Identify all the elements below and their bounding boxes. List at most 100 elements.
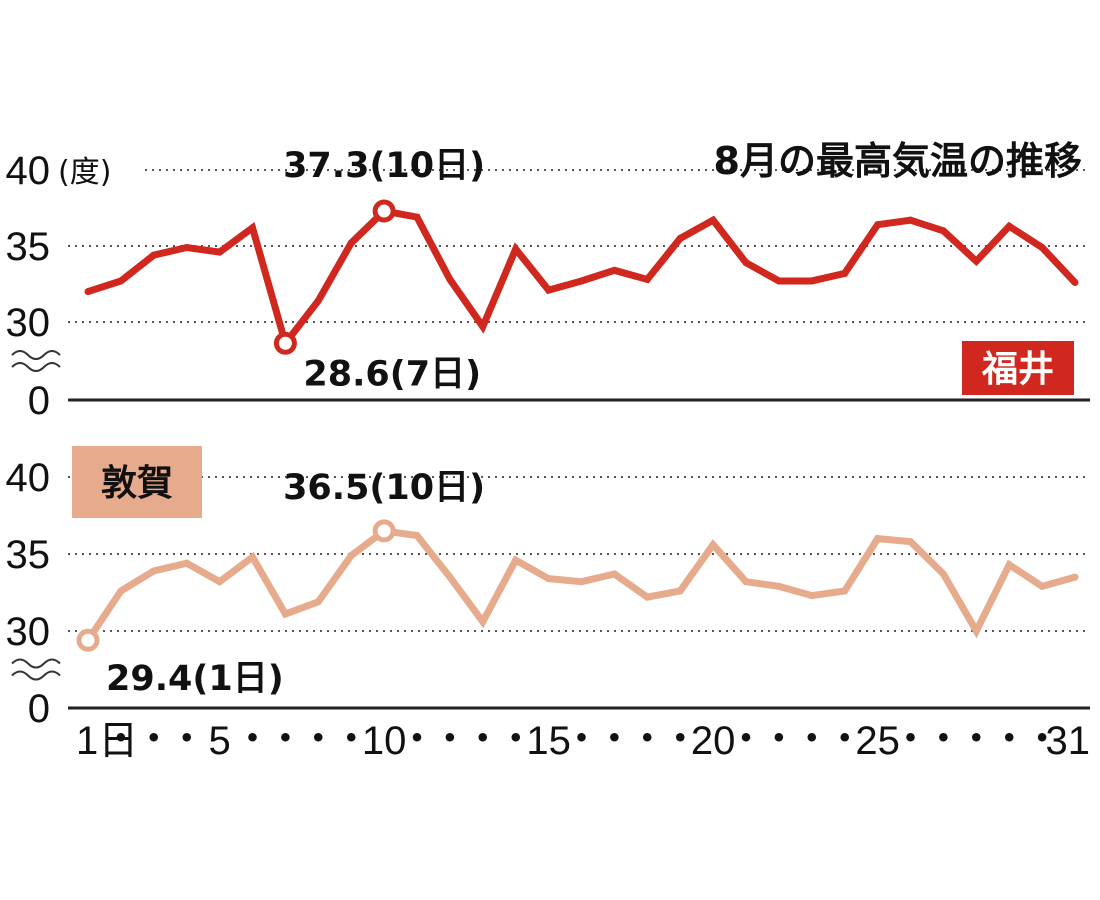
data-point	[1005, 561, 1013, 569]
data-point	[216, 248, 224, 256]
y-tick-label: 35	[6, 225, 51, 269]
data-point	[347, 239, 355, 247]
highlight-marker	[76, 628, 100, 652]
data-point	[281, 610, 289, 618]
y-tick-label: 35	[6, 533, 51, 577]
data-point	[709, 216, 717, 224]
data-point	[676, 234, 684, 242]
x-tick-dot: ・	[233, 717, 273, 761]
data-point	[314, 598, 322, 606]
data-point	[1005, 222, 1013, 230]
x-tick-dot: ・	[923, 717, 963, 761]
data-point	[676, 587, 684, 595]
x-tick-dot: ・	[627, 717, 667, 761]
axis-break-mark	[11, 362, 61, 372]
highlight-label: 37.3(10日)	[283, 146, 485, 186]
x-tick-dot: ・	[660, 717, 700, 761]
y-tick-label: 40	[6, 149, 51, 193]
x-tick-dot: ・	[430, 717, 470, 761]
series-line-tsuruga	[85, 527, 1076, 643]
data-point	[413, 213, 421, 221]
x-tick-dot: ・	[956, 717, 996, 761]
data-point	[972, 257, 980, 265]
x-tick-dot: ・	[891, 717, 931, 761]
data-point	[150, 251, 158, 259]
x-tick-dot: ・	[989, 717, 1029, 761]
highlight-label: 36.5(10日)	[283, 468, 485, 508]
x-tick-dot: ・	[825, 717, 865, 761]
y-unit-label: (度)	[58, 155, 111, 190]
data-point	[972, 627, 980, 635]
data-point	[512, 245, 520, 253]
data-point	[216, 578, 224, 586]
x-tick-label: 31	[1046, 719, 1091, 763]
data-point	[643, 593, 651, 601]
x-tick-dot: ・	[463, 717, 503, 761]
y-tick-label: 0	[28, 379, 50, 423]
data-point	[907, 216, 914, 224]
y-tick-label: 40	[6, 456, 51, 500]
x-tick-label: 1日	[76, 719, 138, 763]
x-tick-dot: ・	[134, 717, 174, 761]
data-point	[874, 221, 882, 229]
data-point	[841, 269, 849, 277]
x-tick-dot: ・	[397, 717, 437, 761]
x-tick-dot: ・	[298, 717, 338, 761]
data-point	[1038, 582, 1046, 590]
series-line-fukui	[86, 207, 1078, 351]
fukui-panel: 40 35 30 0 (度) 37.3(10日) 28.6(7日) 福井	[6, 146, 1090, 423]
x-tick-label: 15	[526, 719, 571, 763]
highlight-marker	[273, 331, 297, 355]
data-point	[709, 541, 717, 549]
station-badge-label: 敦賀	[101, 463, 173, 504]
y-tick-label: 0	[28, 687, 50, 731]
station-badge	[72, 446, 202, 518]
x-tick-dot: ・	[759, 717, 799, 761]
data-point	[841, 587, 849, 595]
data-point	[479, 618, 487, 626]
data-point	[413, 532, 421, 540]
data-point	[347, 552, 355, 560]
data-point	[117, 587, 125, 595]
data-point	[446, 573, 454, 581]
y-tick-label: 30	[6, 610, 51, 654]
data-point	[314, 297, 322, 305]
x-tick-dot: ・	[101, 717, 141, 761]
data-point	[775, 277, 783, 285]
station-badge	[962, 341, 1074, 395]
data-point	[907, 538, 914, 546]
highlight-label: 28.6(7日)	[303, 354, 481, 394]
y-tick-label: 30	[6, 301, 51, 345]
data-point	[150, 567, 158, 575]
data-point	[578, 578, 585, 586]
data-point	[249, 224, 256, 232]
chart-title: 8月の最高気温の推移	[714, 139, 1082, 183]
x-axis: 1日 5 10 15 20 25 31・・・ ・・・・ ・・・・ ・・・・ ・・・・ ・・・・・	[76, 717, 1090, 763]
data-point	[939, 227, 947, 235]
x-tick-dot: ・	[594, 717, 634, 761]
station-badge-label: 福井	[981, 349, 1054, 390]
data-point	[512, 556, 520, 564]
highlight-marker	[372, 519, 396, 543]
data-point	[117, 277, 125, 285]
x-tick-dot: ・	[265, 717, 305, 761]
data-point	[808, 277, 816, 285]
data-point	[874, 535, 882, 543]
highlight-marker	[372, 199, 396, 223]
x-tick-dot: ・	[726, 717, 766, 761]
x-tick-label: 25	[855, 719, 900, 763]
axis-break-mark	[11, 670, 61, 681]
axis-break-mark	[11, 658, 61, 669]
data-point	[446, 275, 454, 283]
data-point	[578, 277, 585, 285]
data-point	[1071, 278, 1079, 286]
x-tick-dot: ・	[331, 717, 371, 761]
x-tick-dot: ・	[562, 717, 602, 761]
data-point	[939, 570, 947, 578]
x-tick-dot: ・	[792, 717, 832, 761]
data-point	[808, 592, 816, 600]
x-tick-dot: ・	[496, 717, 536, 761]
highlight-label: 29.4(1日)	[106, 659, 284, 699]
data-point	[742, 259, 750, 267]
